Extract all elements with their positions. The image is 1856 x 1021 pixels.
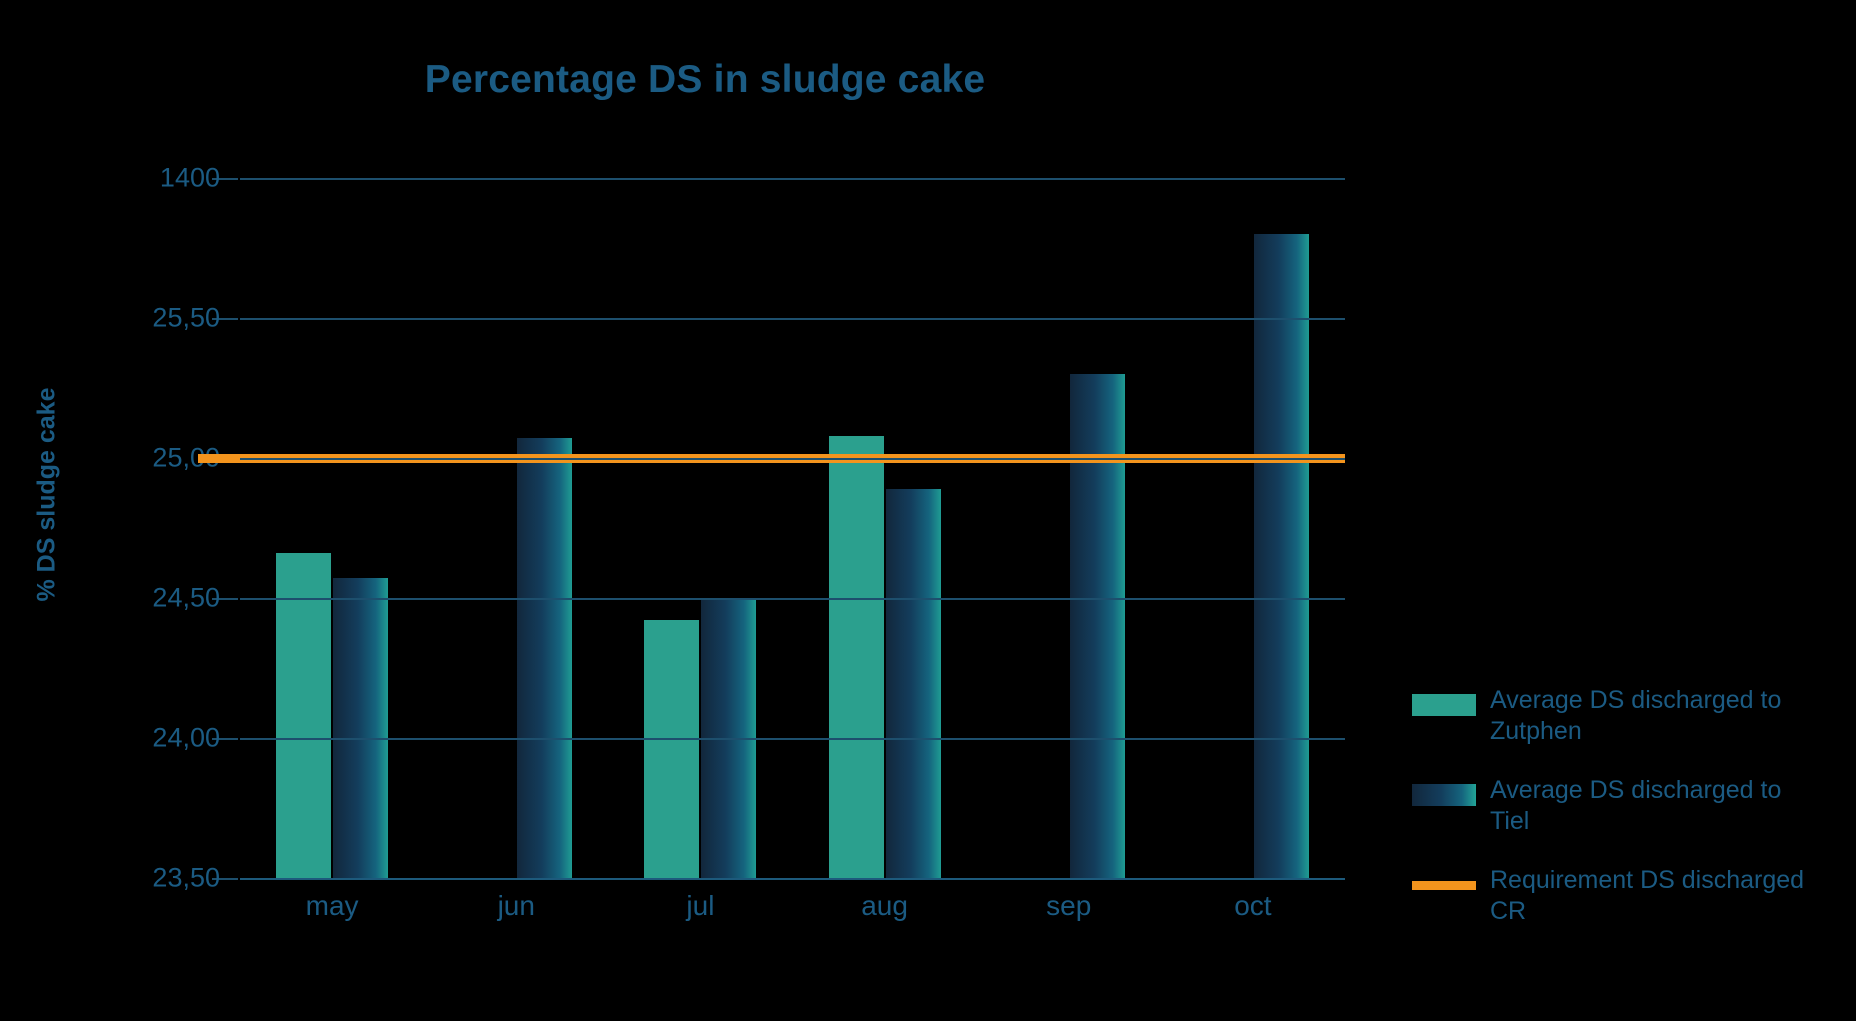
x-axis-labels: may jun jul aug sep oct <box>240 890 1345 940</box>
y-tick-label: 25,50 <box>152 302 220 333</box>
bar-jun-tiel[interactable] <box>517 438 573 878</box>
y-tick-mark <box>212 738 238 740</box>
gridline <box>240 458 1345 460</box>
bar-group <box>608 178 792 878</box>
y-axis-ticks: 1400 25,50 25,00 24,50 24,00 23,50 <box>60 163 238 893</box>
bar-jul-zutphen[interactable] <box>644 620 700 878</box>
bar-oct-tiel[interactable] <box>1253 234 1309 878</box>
x-tick-label-aug: aug <box>861 890 908 921</box>
y-tick-mark <box>212 178 238 180</box>
bar-sep-tiel[interactable] <box>1069 374 1125 878</box>
bar-may-tiel[interactable] <box>333 578 389 878</box>
y-tick-label: 23,50 <box>152 862 220 893</box>
plot-area <box>198 178 1345 880</box>
x-tick-label-may: may <box>305 890 359 921</box>
legend-swatch-requirement-icon <box>1412 881 1476 890</box>
x-tick-label-jun: jun <box>497 890 535 921</box>
bar-aug-tiel[interactable] <box>885 488 941 878</box>
legend-item-zutphen[interactable]: Average DS discharged to Zutphen <box>1412 685 1832 746</box>
y-tick-mark <box>212 318 238 320</box>
chart-legend: Average DS discharged to Zutphen Average … <box>1412 685 1832 955</box>
y-axis-title: % DS sludge cake <box>32 387 61 602</box>
bar-group <box>977 178 1161 878</box>
y-tick-label: 1400 <box>159 162 220 193</box>
gridline <box>240 878 1345 880</box>
bar-group <box>424 178 608 878</box>
y-tick-mark <box>212 878 238 880</box>
legend-swatch-zutphen-icon <box>1412 694 1476 716</box>
legend-label: Average DS discharged to Tiel <box>1490 776 1782 835</box>
bar-aug-zutphen[interactable] <box>828 435 884 878</box>
legend-item-requirement[interactable]: Requirement DS discharged CR <box>1412 865 1832 926</box>
x-tick-label-sep: sep <box>1046 890 1092 921</box>
legend-swatch-tiel-icon <box>1412 784 1476 806</box>
bar-group <box>793 178 977 878</box>
y-tick-label: 24,50 <box>152 582 220 613</box>
x-tick-label-jul: jul <box>686 890 715 921</box>
x-tick-label-oct: oct <box>1234 890 1272 921</box>
bar-may-zutphen[interactable] <box>276 553 332 878</box>
legend-label: Requirement DS discharged CR <box>1490 866 1805 925</box>
y-tick-label: 24,00 <box>152 722 220 753</box>
y-tick-mark <box>212 598 238 600</box>
legend-label: Average DS discharged to Zutphen <box>1490 686 1782 745</box>
gridline <box>240 738 1345 740</box>
bar-group <box>240 178 424 878</box>
gridline <box>240 318 1345 320</box>
chart-title: Percentage DS in sludge cake <box>424 58 986 101</box>
gridline <box>240 178 1345 180</box>
bar-group <box>1161 178 1345 878</box>
legend-item-tiel[interactable]: Average DS discharged to Tiel <box>1412 775 1832 836</box>
bar-groups <box>240 178 1345 878</box>
gridline <box>240 598 1345 600</box>
